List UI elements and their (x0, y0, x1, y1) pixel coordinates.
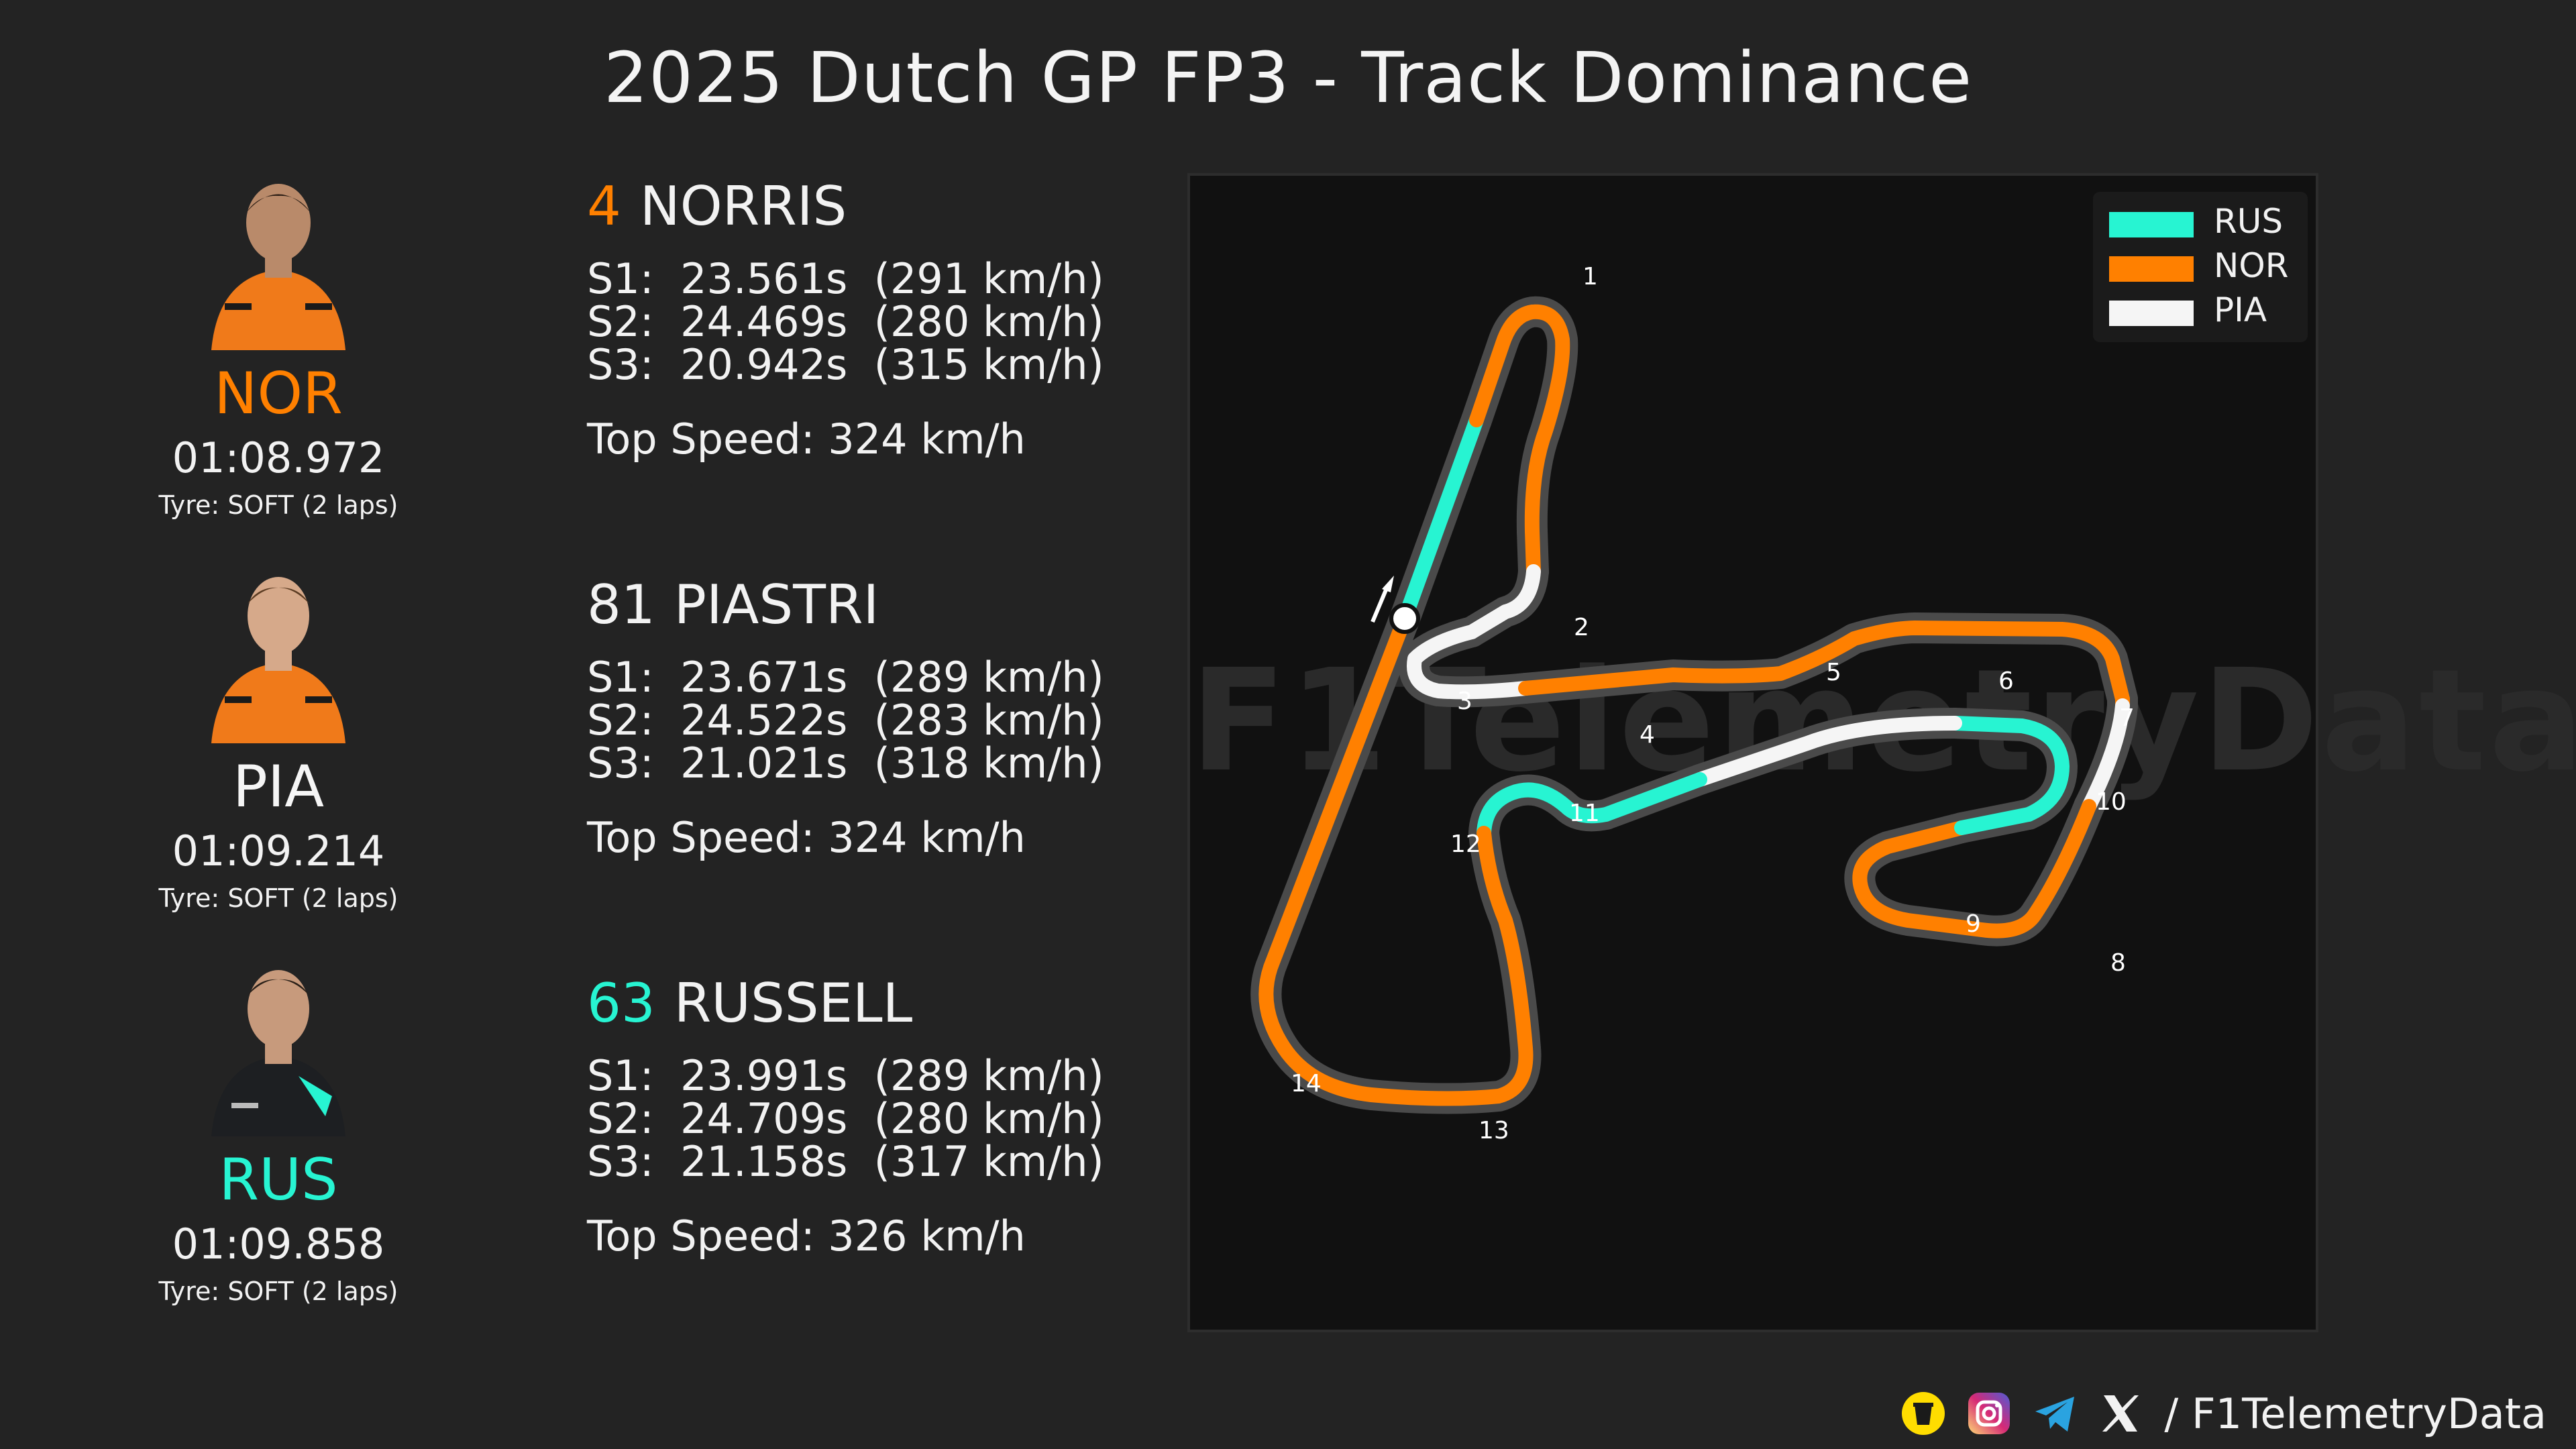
minisector-2-nor (1469, 304, 1570, 539)
lap-time-pia: 01:09.214 (172, 826, 385, 875)
driver-name-nor: NORRIS (639, 175, 847, 237)
driver-photo-pia (198, 569, 359, 743)
driver-number-nor: 4 (587, 175, 621, 237)
legend-swatch-rus (2109, 212, 2194, 237)
sector1-rus: S1: 23.991s (289 km/h) (587, 1051, 1104, 1100)
sector3-nor: S3: 20.942s (315 km/h) (587, 340, 1104, 389)
corner-label-4: 4 (1640, 721, 1655, 749)
corner-label-1: 1 (1582, 263, 1598, 290)
sector2-pia: S2: 24.522s (283 km/h) (587, 696, 1104, 745)
corner-label-5: 5 (1826, 659, 1841, 686)
minisector-5-pia (1407, 625, 1533, 700)
legend-label-pia: PIA (2214, 290, 2267, 329)
driver-code-rus: RUS (219, 1146, 338, 1214)
sector1-pia: S1: 23.671s (289 km/h) (587, 653, 1104, 702)
corner-label-12: 12 (1450, 830, 1481, 858)
top-speed-nor: Top Speed: 324 km/h (587, 415, 1026, 464)
instagram-icon[interactable] (1967, 1391, 2011, 1436)
minisector-1-rus (1397, 413, 1484, 626)
minisector-8-pia (2082, 698, 2130, 814)
driver-code-pia: PIA (232, 753, 325, 820)
top-speed-rus: Top Speed: 326 km/h (587, 1212, 1026, 1260)
tyre-info-pia: Tyre: SOFT (2 laps) (158, 883, 398, 913)
minisector-12-pia (1693, 716, 1962, 787)
tyre-info-rus: Tyre: SOFT (2 laps) (158, 1277, 398, 1306)
driver-photo-rus (198, 962, 359, 1136)
buymeacoffee-icon[interactable] (1901, 1391, 1945, 1436)
track-map-panel: F1TelemetryData 1 2 3 4 5 6 7 8 9 10 11 12 13 14 RUS … (1187, 173, 2576, 1332)
tyre-info-nor: Tyre: SOFT (2 laps) (158, 490, 398, 520)
direction-arrow-line (1371, 587, 1389, 623)
legend-swatch-nor (2109, 256, 2194, 282)
minisector-4-pia (1464, 564, 1541, 639)
top-speed-pia: Top Speed: 324 km/h (587, 813, 1026, 862)
sector-info-pia: 81 PIASTRI S1: 23.671s (289 km/h) S2: 24.… (587, 578, 1191, 859)
corner-label-6: 6 (1998, 667, 2014, 695)
minisector-6-nor (1518, 621, 2130, 706)
corner-label-11: 11 (1569, 800, 1600, 827)
telegram-icon[interactable] (2033, 1391, 2077, 1436)
sector2-rus: S2: 24.709s (280 km/h) (587, 1094, 1104, 1143)
chart-title: 2025 Dutch GP FP3 - Track Dominance (603, 37, 1973, 119)
track-outline-segment (1510, 612, 2138, 714)
corner-label-14: 14 (1291, 1070, 1322, 1097)
start-finish-marker (1389, 603, 1420, 634)
corner-label-3: 3 (1457, 688, 1472, 715)
legend-swatch-pia (2109, 301, 2194, 326)
corner-label-8: 8 (2110, 949, 2126, 977)
sector-info-nor: 4 NORRIS S1: 23.561s (291 km/h) S2: 24.46… (587, 180, 1191, 460)
direction-arrow-head (1382, 576, 1394, 592)
driver-card-nor: NOR 01:08.972 Tyre: SOFT (2 laps) (117, 176, 439, 518)
x-icon[interactable] (2098, 1391, 2143, 1436)
lap-time-nor: 01:08.972 (172, 433, 385, 482)
chart-legend: RUS NOR PIA (2093, 192, 2308, 342)
driver-number-pia: 81 (587, 574, 655, 636)
minisector-11-rus (1947, 716, 2070, 822)
driver-code-nor: NOR (214, 360, 343, 427)
sector3-pia: S3: 21.021s (318 km/h) (587, 739, 1104, 788)
minisector-10-rus (1954, 807, 2036, 835)
sector2-nor: S2: 24.469s (280 km/h) (587, 297, 1104, 346)
corner-label-2: 2 (1574, 614, 1589, 641)
driver-name-pia: PIASTRI (674, 574, 879, 636)
driver-number-rus: 63 (587, 972, 655, 1034)
sector1-nor: S1: 23.561s (291 km/h) (587, 254, 1104, 303)
footer-social: / F1TelemetryData (1901, 1383, 2546, 1444)
start-direction-arrow (1371, 576, 1394, 623)
driver-photo-nor (198, 176, 359, 350)
lap-time-rus: 01:09.858 (172, 1220, 385, 1269)
minisector-13-rus (1599, 772, 1707, 822)
corner-label-10: 10 (2096, 788, 2127, 816)
corner-label-7: 7 (2119, 704, 2135, 732)
sector3-rus: S3: 21.158s (317 km/h) (587, 1137, 1104, 1186)
footer-handle[interactable]: / F1TelemetryData (2164, 1389, 2546, 1438)
corner-label-9: 9 (1966, 910, 1981, 938)
driver-card-rus: RUS 01:09.858 Tyre: SOFT (2 laps) (117, 962, 439, 1304)
minisector-14-rus (1477, 782, 1613, 841)
minisector-15-nor (1258, 611, 1534, 1106)
minisector-9-nor (1852, 799, 2096, 938)
corner-label-13: 13 (1479, 1117, 1509, 1144)
sector-info-rus: 63 RUSSELL S1: 23.991s (289 km/h) S2: 24.… (587, 977, 1191, 1257)
driver-name-rus: RUSSELL (674, 972, 913, 1034)
legend-label-rus: RUS (2214, 202, 2284, 241)
driver-card-pia: PIA 01:09.214 Tyre: SOFT (2 laps) (117, 569, 439, 911)
legend-label-nor: NOR (2214, 246, 2289, 285)
